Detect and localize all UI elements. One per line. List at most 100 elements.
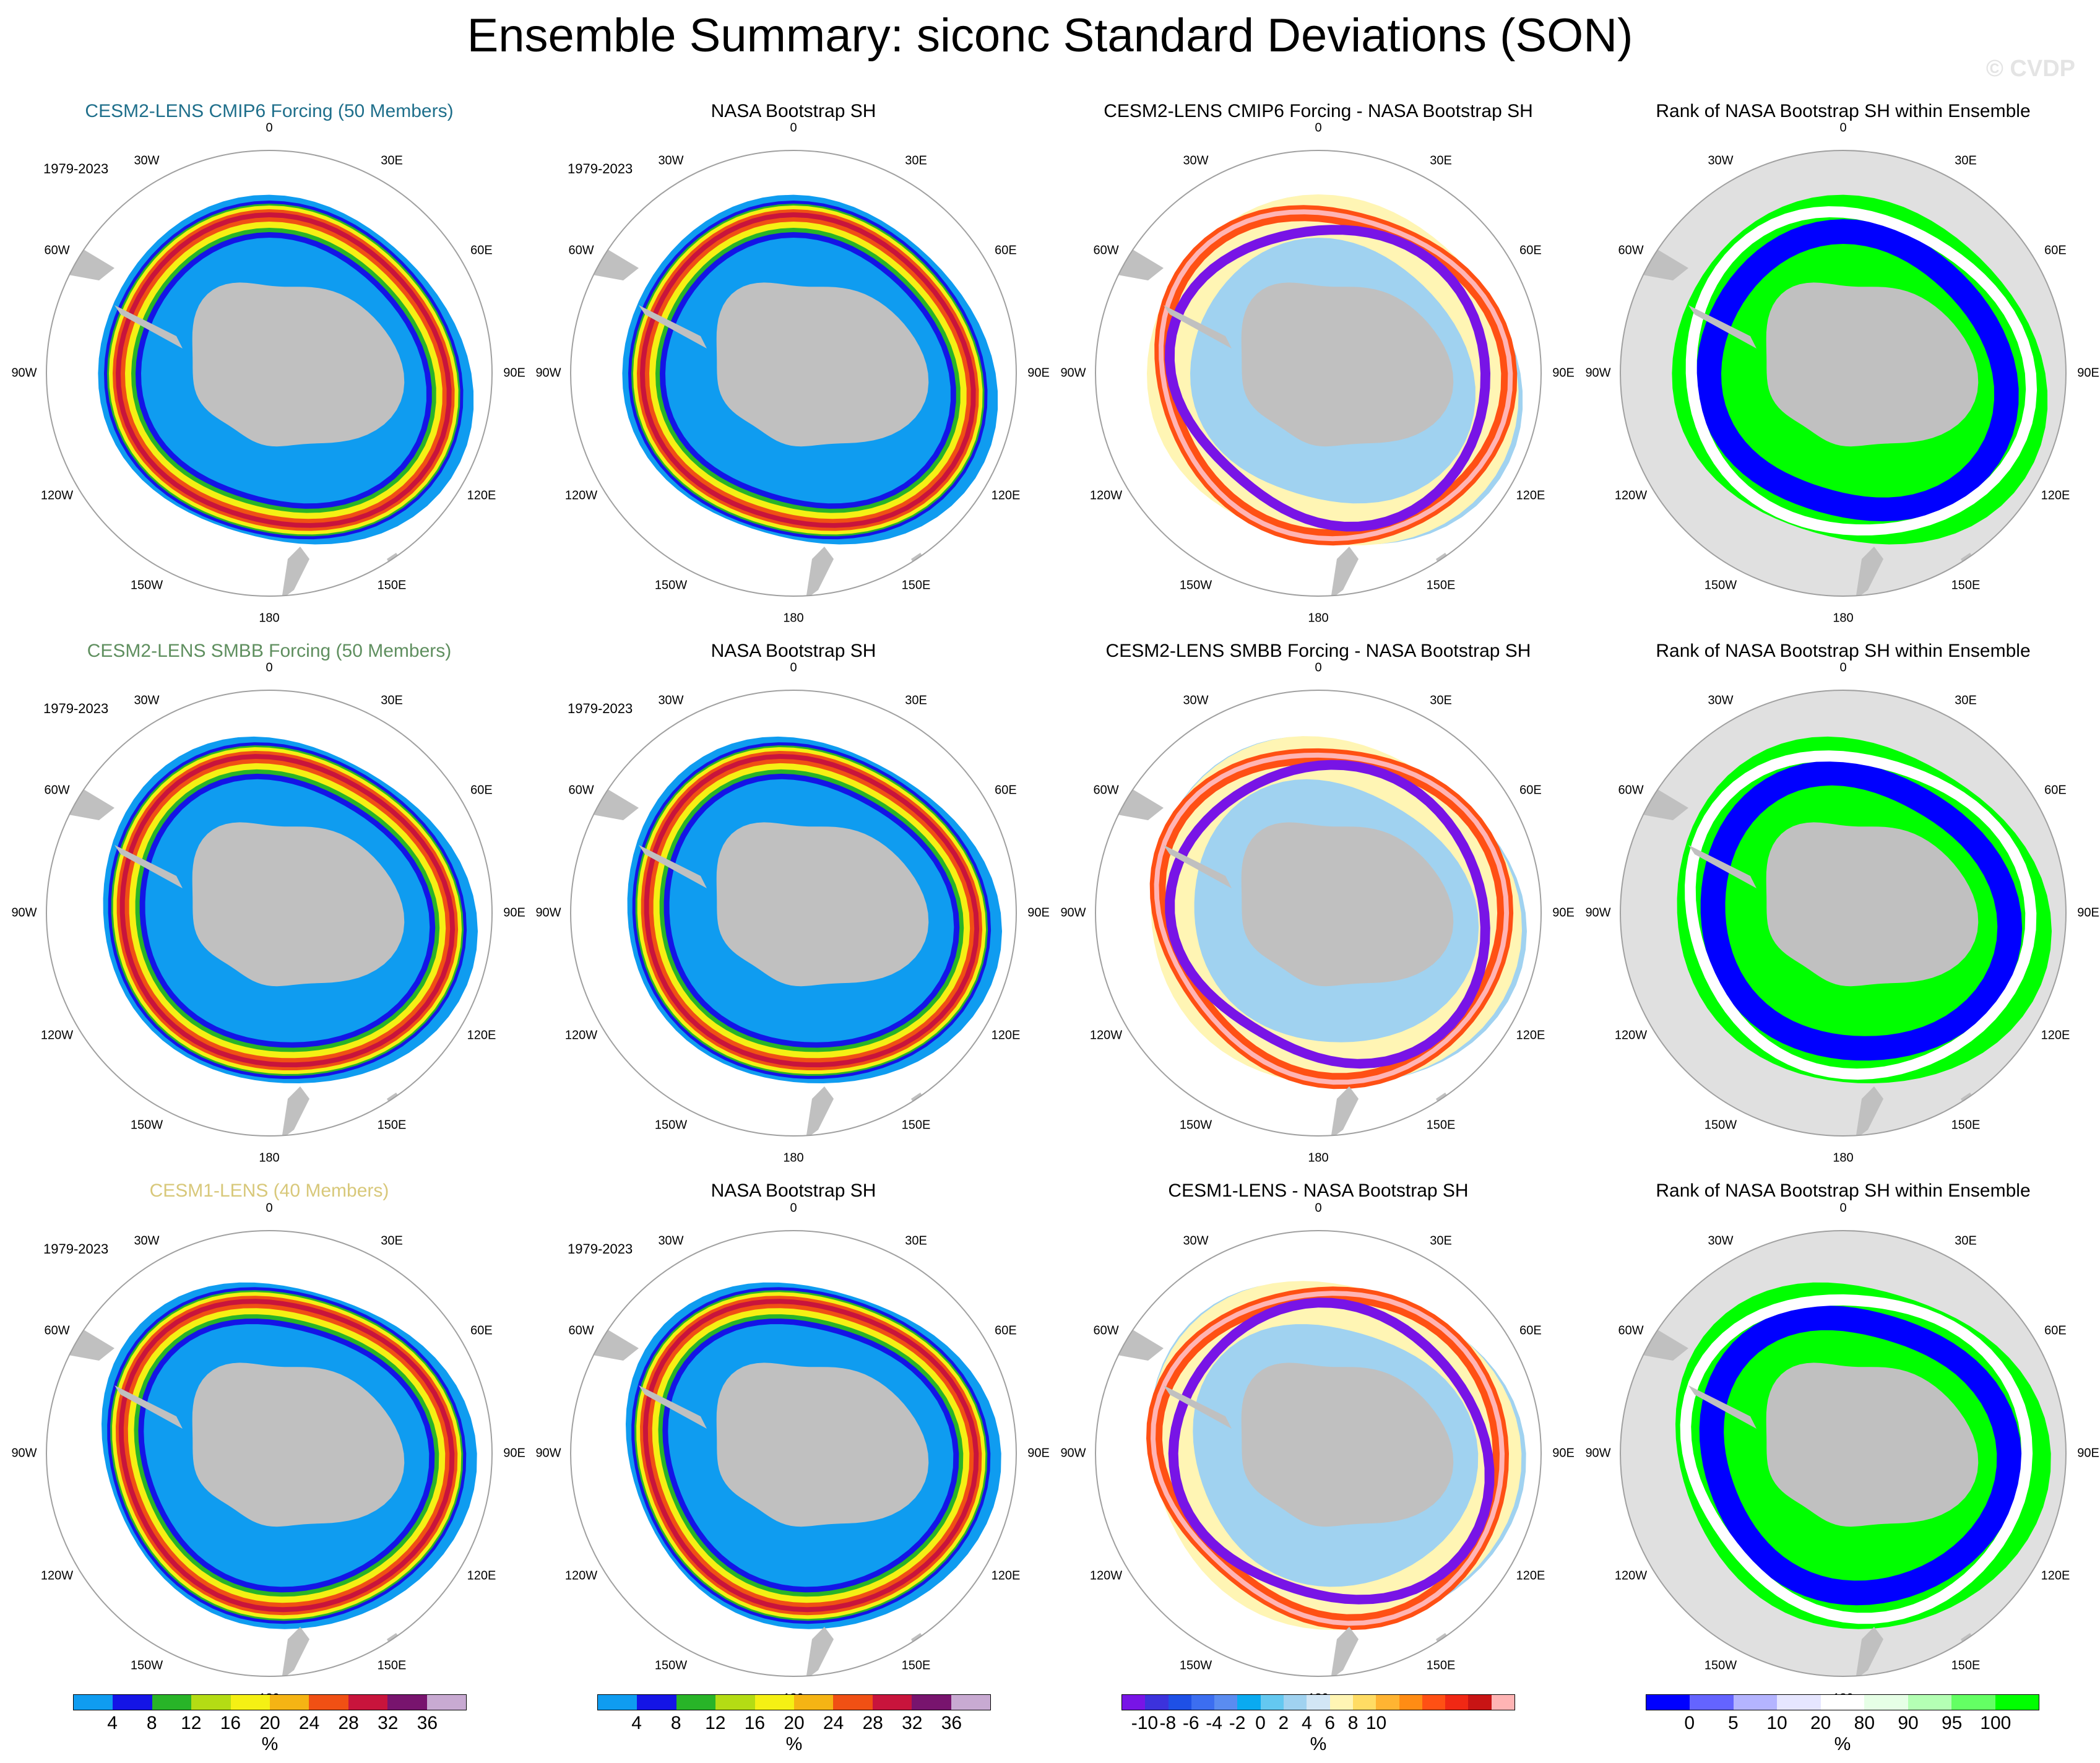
colorbar-tick-label: 36 bbox=[941, 1713, 962, 1733]
longitude-label: 30W bbox=[1183, 154, 1209, 168]
panel-title: CESM2-LENS CMIP6 Forcing (50 Members) bbox=[85, 101, 454, 121]
period-label: 1979-2023 bbox=[43, 161, 109, 176]
colorbar-swatch bbox=[1352, 1695, 1376, 1710]
colorbar-tick-label: 12 bbox=[181, 1713, 202, 1733]
antarctic-peninsula bbox=[1688, 1385, 1756, 1429]
colorbar-tick-label: 24 bbox=[298, 1713, 320, 1733]
colorbar-swatch bbox=[1145, 1695, 1169, 1710]
longitude-label: 150E bbox=[1951, 1118, 1981, 1132]
colorbar-swatch bbox=[1733, 1695, 1778, 1710]
antarctic-peninsula bbox=[1164, 845, 1232, 888]
colorbar-swatch bbox=[1864, 1695, 1908, 1710]
antarctic-peninsula bbox=[115, 305, 183, 349]
longitude-label: 120E bbox=[467, 1569, 496, 1583]
map-outline bbox=[1095, 150, 1542, 597]
colorbar-swatch bbox=[191, 1695, 231, 1710]
longitude-label: 90E bbox=[1027, 366, 1050, 380]
diff-band-neutral bbox=[1151, 736, 1522, 1085]
longitude-label: 150E bbox=[1426, 1118, 1456, 1132]
longitude-label: 120E bbox=[1516, 1569, 1545, 1583]
panel-title: NASA Bootstrap SH bbox=[711, 1180, 876, 1201]
longitude-label: 120W bbox=[1089, 1028, 1123, 1042]
antarctica-landmass bbox=[1241, 1362, 1454, 1527]
longitude-label: 30E bbox=[905, 1234, 927, 1248]
longitude-label: 0 bbox=[1315, 121, 1322, 135]
map-outline bbox=[1620, 150, 2067, 597]
map-outline bbox=[1620, 690, 2067, 1137]
new-zealand-landmass bbox=[806, 1627, 834, 1676]
longitude-label: 120W bbox=[1089, 1569, 1123, 1583]
longitude-label: 60W bbox=[1093, 783, 1119, 797]
colorbar-swatch bbox=[951, 1695, 991, 1710]
longitude-label: 150E bbox=[377, 1118, 407, 1132]
longitude-label: 120E bbox=[2041, 1028, 2070, 1042]
colorbar-swatch bbox=[715, 1695, 755, 1710]
longitude-label: 60W bbox=[44, 243, 70, 258]
longitude-label: 30W bbox=[1183, 1234, 1209, 1248]
antarctica-landmass bbox=[192, 822, 405, 987]
colorbar-tick-label: 4 bbox=[631, 1713, 642, 1733]
longitude-label: 150W bbox=[1179, 578, 1212, 592]
panel-title: NASA Bootstrap SH bbox=[711, 641, 876, 661]
antarctic-peninsula bbox=[1164, 1385, 1232, 1429]
antarctica-landmass bbox=[716, 282, 929, 447]
colorbar-swatch bbox=[1468, 1695, 1492, 1710]
colorbar-swatch bbox=[1777, 1695, 1821, 1710]
longitude-label: 60W bbox=[44, 783, 70, 797]
longitude-label: 90E bbox=[503, 1446, 525, 1460]
longitude-label: 30W bbox=[658, 1234, 684, 1248]
longitude-label: 150E bbox=[901, 578, 931, 592]
colorbar-swatch bbox=[1445, 1695, 1469, 1710]
longitude-label: 60E bbox=[2044, 243, 2067, 258]
longitude-label: 120E bbox=[991, 1028, 1021, 1042]
panel-title: CESM2-LENS CMIP6 Forcing - NASA Bootstra… bbox=[1104, 101, 1533, 121]
watermark: © CVDP bbox=[1985, 56, 2075, 82]
new-zealand-landmass bbox=[1856, 547, 1883, 596]
longitude-label: 30E bbox=[1430, 1234, 1452, 1248]
antarctic-peninsula bbox=[639, 305, 707, 349]
longitude-label: 120E bbox=[2041, 1569, 2070, 1583]
stddev-map bbox=[46, 1230, 493, 1677]
longitude-label: 150E bbox=[901, 1658, 931, 1673]
colorbar-swatch bbox=[74, 1695, 113, 1710]
colorbar-swatch bbox=[598, 1695, 637, 1710]
colorbar-swatch bbox=[426, 1695, 467, 1710]
colorbar-swatch bbox=[1307, 1695, 1330, 1710]
colorbar-tick-label: 80 bbox=[1854, 1713, 1875, 1733]
longitude-label: 150W bbox=[130, 1118, 163, 1132]
colorbar-tick-label: 0 bbox=[1684, 1713, 1695, 1733]
longitude-label: 90E bbox=[2077, 366, 2099, 380]
longitude-label: 0 bbox=[266, 1201, 273, 1215]
longitude-label: 150W bbox=[1179, 1658, 1212, 1673]
colorbar-unit: % bbox=[1834, 1734, 1851, 1754]
antarctica-landmass bbox=[1241, 282, 1454, 447]
colorbar-swatch bbox=[1284, 1695, 1307, 1710]
colorbar-swatch bbox=[1168, 1695, 1191, 1710]
longitude-label: 120E bbox=[1516, 488, 1545, 503]
colorbar-unit: % bbox=[261, 1734, 279, 1754]
longitude-label: 150W bbox=[654, 1658, 688, 1673]
antarctic-peninsula bbox=[639, 1385, 707, 1429]
longitude-label: 60W bbox=[1618, 243, 1644, 258]
colorbar-tick-label: 28 bbox=[862, 1713, 883, 1733]
longitude-label: 90W bbox=[535, 906, 561, 920]
new-zealand-landmass bbox=[1856, 1086, 1883, 1136]
longitude-label: 90E bbox=[1552, 1446, 1575, 1460]
longitude-label: 30E bbox=[1430, 154, 1452, 168]
longitude-label: 180 bbox=[259, 1151, 280, 1165]
longitude-label: 90W bbox=[1585, 366, 1611, 380]
antarctic-peninsula bbox=[1688, 845, 1756, 888]
stddev-band-8 bbox=[632, 742, 992, 1080]
colorbar-swatch bbox=[1951, 1695, 1995, 1710]
colorbar-swatch bbox=[1376, 1695, 1399, 1710]
longitude-label: 0 bbox=[1315, 661, 1322, 675]
longitude-label: 150W bbox=[1704, 1658, 1737, 1673]
longitude-label: 90W bbox=[1060, 366, 1086, 380]
map-outline bbox=[1620, 1230, 2067, 1677]
longitude-label: 180 bbox=[783, 611, 804, 625]
longitude-label: 60W bbox=[1618, 1323, 1644, 1338]
longitude-label: 0 bbox=[266, 661, 273, 675]
longitude-label: 150W bbox=[1179, 1118, 1212, 1132]
panel-title: CESM2-LENS SMBB Forcing - NASA Bootstrap… bbox=[1105, 641, 1531, 661]
longitude-label: 30W bbox=[658, 154, 684, 168]
